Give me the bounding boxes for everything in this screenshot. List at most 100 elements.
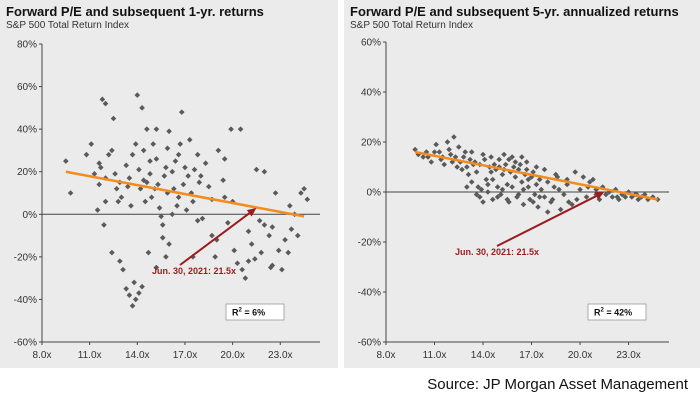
- data-point: [242, 275, 249, 281]
- y-tick-label: -40%: [14, 295, 37, 306]
- data-point: [478, 186, 485, 193]
- data-point: [498, 191, 504, 198]
- data-point: [134, 92, 141, 98]
- data-point: [156, 205, 163, 211]
- data-point: [553, 171, 559, 178]
- data-point: [530, 199, 536, 205]
- y-tick-label: 60%: [361, 38, 381, 49]
- y-tick-label: -60%: [358, 338, 381, 349]
- annotation-arrowhead: [594, 192, 605, 200]
- data-point: [178, 109, 185, 115]
- x-tick-label: 20.0x: [220, 350, 244, 361]
- data-point: [169, 168, 176, 175]
- scatter-plot-5yr: 60% 40% 20% 0% -20% -40% -60%8.0x 11.0x 14.0x 17.…: [358, 38, 669, 361]
- data-point: [541, 166, 548, 173]
- data-point: [506, 199, 512, 205]
- y-tick-label: -60%: [14, 338, 37, 349]
- data-point: [124, 183, 131, 190]
- data-point: [298, 190, 304, 196]
- data-point: [501, 151, 507, 158]
- x-tick-label: 17.0x: [173, 350, 197, 361]
- data-point: [129, 151, 136, 158]
- data-point: [191, 166, 198, 173]
- annotation-label: Jun. 30, 2021: 21.5x: [152, 266, 236, 276]
- data-point: [159, 234, 166, 241]
- data-point: [459, 166, 465, 173]
- data-point: [112, 171, 118, 177]
- data-point: [220, 177, 226, 184]
- data-point: [128, 202, 134, 209]
- data-point: [234, 260, 241, 267]
- data-point: [520, 201, 527, 208]
- x-tick-label: 14.0x: [125, 350, 149, 361]
- data-point: [159, 222, 166, 228]
- data-point: [196, 179, 203, 186]
- data-point: [140, 147, 147, 154]
- data-point: [237, 126, 244, 132]
- data-point: [190, 254, 196, 260]
- data-point: [614, 194, 621, 200]
- data-point: [147, 158, 153, 164]
- data-point: [506, 156, 512, 163]
- data-point: [102, 100, 109, 107]
- r-squared-label: R2 = 6%: [232, 308, 265, 318]
- r-squared-label: R2 = 42%: [594, 308, 632, 318]
- source-caption: Source: JP Morgan Asset Management: [427, 376, 688, 393]
- data-point: [468, 149, 475, 155]
- data-point: [480, 151, 486, 158]
- x-tick-label: 23.0x: [268, 350, 292, 361]
- data-point: [525, 176, 532, 183]
- data-point: [212, 254, 218, 260]
- data-point: [153, 156, 160, 162]
- data-point: [269, 262, 276, 269]
- data-point: [428, 159, 435, 165]
- data-point: [294, 232, 301, 239]
- data-point: [287, 202, 293, 209]
- data-point: [194, 217, 201, 224]
- y-tick-label: 40%: [17, 125, 37, 136]
- data-point: [609, 194, 616, 200]
- y-tick-label: 20%: [17, 167, 37, 178]
- data-point: [510, 164, 517, 170]
- data-point: [109, 147, 115, 154]
- data-point: [101, 222, 107, 228]
- data-point: [464, 164, 470, 170]
- data-point: [431, 149, 438, 155]
- data-point: [464, 184, 470, 190]
- data-point: [163, 254, 169, 260]
- data-point: [494, 194, 501, 200]
- data-point: [509, 154, 515, 160]
- y-tick-label: 0%: [367, 188, 382, 199]
- data-point: [261, 222, 268, 228]
- data-point: [131, 279, 137, 286]
- data-point: [225, 220, 231, 226]
- data-point: [476, 194, 483, 200]
- data-point: [221, 156, 228, 162]
- data-point: [209, 232, 215, 239]
- data-point: [603, 191, 609, 198]
- chart-title: Forward P/E and subsequent 5-yr. annuali…: [350, 4, 679, 19]
- x-tick-label: 11.0x: [423, 350, 447, 361]
- data-point: [110, 115, 117, 122]
- data-point: [272, 190, 279, 196]
- data-point: [83, 151, 90, 158]
- data-point: [206, 183, 212, 190]
- data-point: [118, 194, 125, 201]
- data-point: [88, 141, 95, 147]
- data-point: [63, 158, 69, 164]
- data-point: [198, 173, 204, 179]
- data-point: [583, 194, 590, 200]
- data-point: [147, 171, 153, 177]
- data-point: [530, 169, 536, 175]
- chart-panel-5yr: Forward P/E and subsequent 5-yr. annuali…: [344, 0, 700, 368]
- data-point: [105, 151, 112, 158]
- data-point: [541, 194, 548, 200]
- data-point: [96, 160, 102, 166]
- data-point: [109, 249, 115, 256]
- data-point: [465, 171, 472, 178]
- data-point: [136, 166, 142, 173]
- data-point: [115, 198, 122, 205]
- data-point: [455, 144, 462, 150]
- data-point: [126, 175, 133, 181]
- data-point: [282, 237, 288, 243]
